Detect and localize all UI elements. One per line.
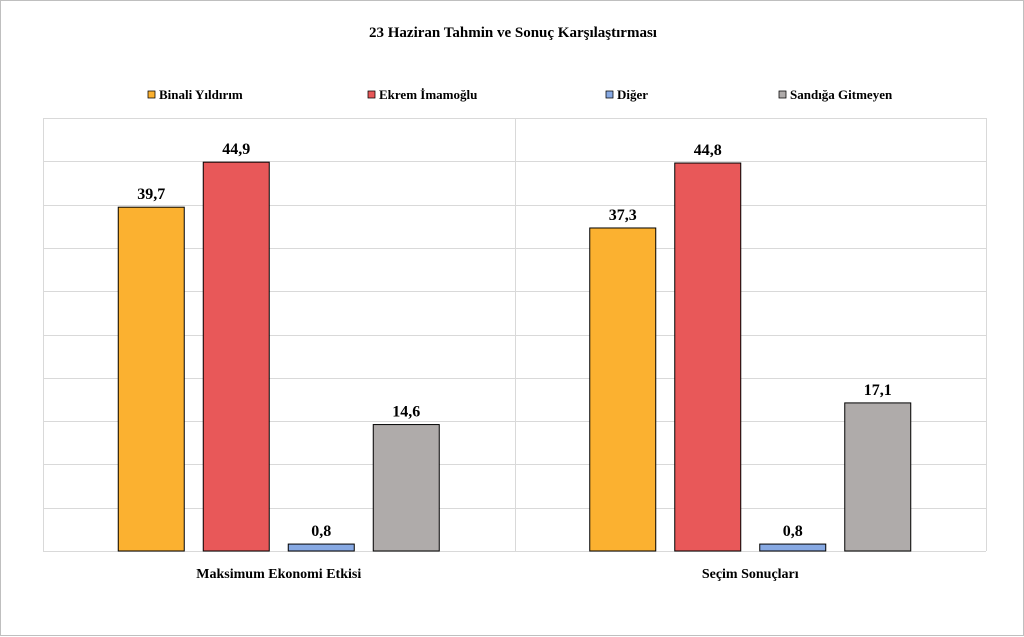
data-label: 44,8 <box>694 142 722 159</box>
data-label: 44,9 <box>222 141 250 158</box>
bar-sandiga-gitmeyen-1 <box>372 424 440 552</box>
data-label: 37,3 <box>609 207 637 224</box>
plot-area: 39,7 44,9 0,8 14,6 Maksimum Ekonomi Etkisi 37… <box>43 118 987 582</box>
data-label: 0,8 <box>311 523 331 540</box>
data-label: 14,6 <box>392 404 420 421</box>
legend: Binali Yıldırım Ekrem İmamoğlu Diğer Sandığ… <box>147 87 893 102</box>
data-label: 0,8 <box>783 523 803 540</box>
chart-title: 23 Haziran Tahmin ve Sonuç Karşılaştırma… <box>369 25 657 41</box>
bar-binali-yildirim-2 <box>589 227 657 552</box>
legend-swatch-diger <box>605 90 614 99</box>
legend-label: Sandığa Gitmeyen <box>790 87 893 102</box>
legend-label: Binali Yıldırım <box>159 87 243 102</box>
legend-label: Ekrem İmamoğlu <box>379 87 477 102</box>
legend-swatch-ekrem-i-mamoglu <box>367 90 376 99</box>
bar-binali-yildirim-1 <box>117 206 185 552</box>
bar-ekrem-i-mamoglu-1 <box>202 161 270 552</box>
data-label: 39,7 <box>137 186 165 203</box>
legend-swatch-sandiga-gitmeyen <box>778 90 787 99</box>
bar-diger-1 <box>287 543 355 552</box>
legend-label: Diğer <box>617 87 648 102</box>
bar-sandiga-gitmeyen-2 <box>844 402 912 552</box>
category-label: Maksimum Ekonomi Etkisi <box>196 567 361 582</box>
bar-ekrem-i-mamoglu-2 <box>674 162 742 552</box>
category-label: Seçim Sonuçları <box>702 567 799 582</box>
data-label: 17,1 <box>864 382 892 399</box>
legend-swatch-binali-yildirim <box>147 90 156 99</box>
bar-diger-2 <box>759 543 827 552</box>
